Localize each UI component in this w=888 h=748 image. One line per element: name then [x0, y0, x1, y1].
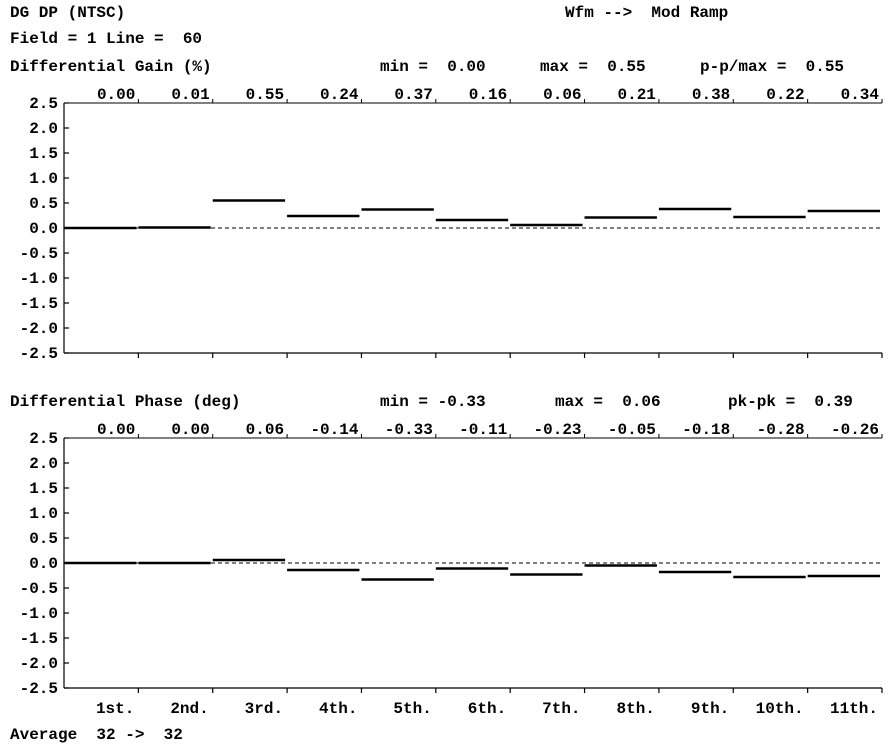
- dg-ytick-label: 0.0: [29, 220, 58, 238]
- dg-value-label-11: 0.34: [841, 86, 880, 104]
- dg-ytick-label: 0.5: [29, 195, 58, 213]
- dg-value-label-9: 0.38: [692, 86, 730, 104]
- dg-value-label-4: 0.24: [320, 86, 359, 104]
- dg-value-label-3: 0.55: [246, 86, 284, 104]
- dp-title: Differential Phase (deg): [10, 393, 241, 411]
- dp-value-label-7: -0.23: [534, 421, 582, 439]
- dp-max: max = 0.06: [555, 393, 661, 411]
- dp-ytick-label: -1.5: [20, 630, 58, 648]
- category-label-8: 8th.: [617, 700, 655, 718]
- dg-ytick-label: -2.5: [20, 345, 58, 363]
- dg-ytick-label: 2.5: [29, 95, 58, 113]
- dp-ytick-label: -2.5: [20, 680, 58, 698]
- category-label-7: 7th.: [542, 700, 580, 718]
- dp-ytick-label: -1.0: [20, 605, 58, 623]
- dg-ytick-label: -2.0: [20, 320, 58, 338]
- dg-ytick-label: 1.5: [29, 145, 58, 163]
- category-label-9: 9th.: [691, 700, 729, 718]
- dp-ytick-label: 1.5: [29, 480, 58, 498]
- page-title: DG DP (NTSC): [10, 4, 126, 22]
- dp-ytick-label: 2.5: [29, 430, 58, 448]
- dg-ytick-label: 2.0: [29, 120, 58, 138]
- category-label-5: 5th.: [393, 700, 431, 718]
- dp-ytick-label: -2.0: [20, 655, 58, 673]
- dg-value-label-10: 0.22: [766, 86, 804, 104]
- category-label-3: 3rd.: [245, 700, 283, 718]
- dp-ytick-label: 0.5: [29, 530, 58, 548]
- dg-ytick-label: -1.5: [20, 295, 58, 313]
- category-label-11: 11th.: [830, 700, 878, 718]
- dg-ytick-label: 1.0: [29, 170, 58, 188]
- category-label-10: 10th.: [756, 700, 804, 718]
- dp-ytick-label: 1.0: [29, 505, 58, 523]
- dg-value-label-7: 0.06: [543, 86, 581, 104]
- dp-min: min = -0.33: [380, 393, 486, 411]
- dg-value-label-6: 0.16: [469, 86, 507, 104]
- dg-max: max = 0.55: [540, 58, 646, 76]
- dp-value-label-10: -0.28: [757, 421, 805, 439]
- dp-value-label-9: -0.18: [682, 421, 730, 439]
- waveform-label: Wfm --> Mod Ramp: [565, 4, 729, 22]
- dp-value-label-2: 0.00: [171, 421, 209, 439]
- category-label-6: 6th.: [468, 700, 506, 718]
- average-label: Average 32 -> 32: [10, 726, 183, 744]
- dp-ytick-label: 0.0: [29, 555, 58, 573]
- dp-ytick-label: 2.0: [29, 455, 58, 473]
- dp-value-label-4: -0.14: [310, 421, 358, 439]
- dg-pp: p-p/max = 0.55: [700, 58, 845, 76]
- dp-value-label-3: 0.06: [246, 421, 284, 439]
- dg-value-label-1: 0.00: [97, 86, 135, 104]
- dg-value-label-8: 0.21: [618, 86, 656, 104]
- category-label-2: 2nd.: [170, 700, 208, 718]
- dp-ytick-label: -0.5: [20, 580, 58, 598]
- dg-value-label-2: 0.01: [171, 86, 209, 104]
- dp-value-label-11: -0.26: [831, 421, 879, 439]
- dg-value-label-5: 0.37: [394, 86, 432, 104]
- category-label-4: 4th.: [319, 700, 357, 718]
- dg-ytick-label: -1.0: [20, 270, 58, 288]
- dg-ytick-label: -0.5: [20, 245, 58, 263]
- dg-title: Differential Gain (%): [10, 58, 212, 76]
- dp-value-label-6: -0.11: [459, 421, 507, 439]
- dp-value-label-5: -0.33: [385, 421, 433, 439]
- dg-min: min = 0.00: [380, 58, 486, 76]
- dp-pp: pk-pk = 0.39: [728, 393, 853, 411]
- category-label-1: 1st.: [96, 700, 134, 718]
- field-line-label: Field = 1 Line = 60: [10, 30, 203, 48]
- dp-value-label-1: 0.00: [97, 421, 135, 439]
- dp-value-label-8: -0.05: [608, 421, 656, 439]
